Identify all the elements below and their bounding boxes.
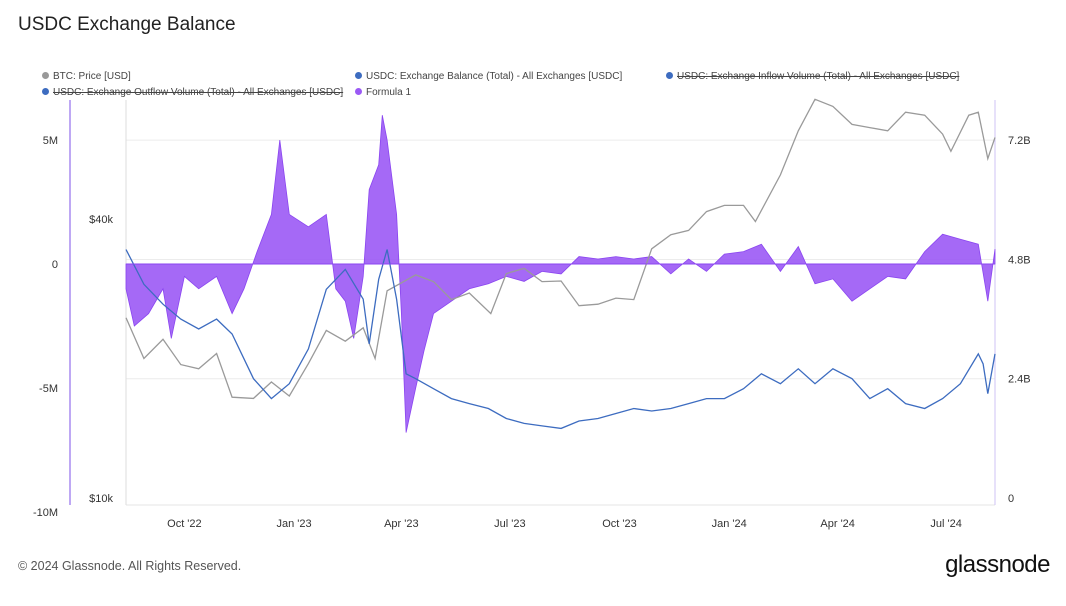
legend-label: Formula 1 [366, 87, 412, 98]
btc-price-line [125, 98, 996, 400]
legend-dot-icon [42, 88, 49, 95]
legend-item-inflow-volume[interactable]: USDC: Exchange Inflow Volume (Total) - A… [666, 71, 959, 82]
glassnode-logo[interactable]: glassnode [945, 551, 1050, 578]
balance-tick-label: 0 [1008, 493, 1014, 505]
legend-label: USDC: Exchange Inflow Volume (Total) - A… [677, 71, 960, 82]
price-tick-label: $10k [89, 493, 113, 505]
x-tick-label: Oct '23 [602, 518, 637, 530]
legend-item-exchange-balance[interactable]: USDC: Exchange Balance (Total) - All Exc… [355, 71, 622, 82]
formula-1-area [125, 115, 996, 433]
exchange-balance-line [125, 249, 996, 430]
price-tick-label: $40k [89, 214, 113, 226]
formula-tick-label: 0 [52, 259, 58, 271]
legend-item-outflow-volume[interactable]: USDC: Exchange Outflow Volume (Total) - … [42, 87, 343, 98]
copyright: © 2024 Glassnode. All Rights Reserved. [18, 559, 242, 573]
x-tick-label: Apr '24 [820, 518, 855, 530]
x-tick-label: Jan '24 [712, 518, 747, 530]
formula-tick-label: 5M [43, 135, 58, 147]
balance-tick-label: 4.8B [1008, 254, 1031, 266]
legend-dot-icon [666, 72, 673, 79]
balance-tick-label: 7.2B [1008, 135, 1031, 147]
x-tick-label: Oct '22 [167, 518, 202, 530]
x-tick-label: Jul '23 [494, 518, 525, 530]
formula-tick-label: -10M [33, 507, 58, 519]
balance-tick-label: 2.4B [1008, 374, 1031, 386]
legend-label: BTC: Price [USD] [53, 71, 131, 82]
legend-item-formula-1[interactable]: Formula 1 [355, 87, 411, 98]
legend-dot-icon [355, 88, 362, 95]
legend-dot-icon [42, 72, 49, 79]
page-title: USDC Exchange Balance [18, 14, 236, 35]
legend-label: USDC: Exchange Outflow Volume (Total) - … [53, 87, 344, 98]
x-tick-label: Jul '24 [930, 518, 961, 530]
legend-dot-icon [355, 72, 362, 79]
x-tick-label: Jan '23 [277, 518, 312, 530]
x-tick-label: Apr '23 [384, 518, 419, 530]
formula-tick-label: -5M [39, 383, 58, 395]
chart-area[interactable]: 7.2B 4.8B 2.4B 0 5M 0 -5M -10M $40k $10k Oct '22 Ja… [0, 0, 1066, 540]
legend-label: USDC: Exchange Balance (Total) - All Exc… [366, 71, 623, 82]
legend-item-btc-price[interactable]: BTC: Price [USD] [42, 71, 131, 82]
